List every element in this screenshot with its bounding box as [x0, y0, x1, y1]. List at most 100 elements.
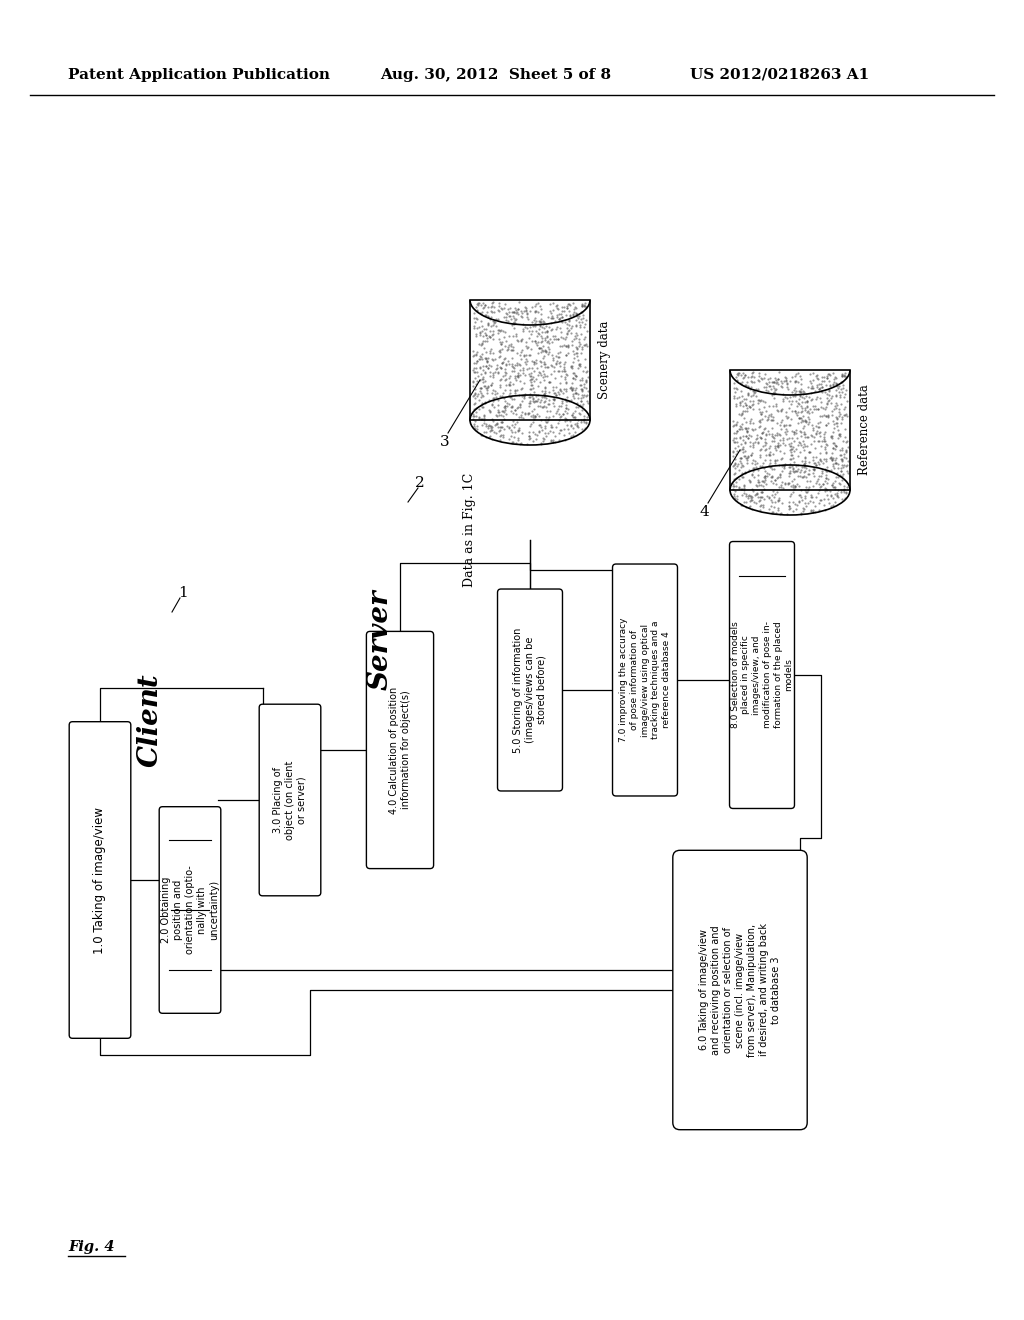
Point [556, 356, 572, 378]
Point [791, 408, 807, 429]
Point [556, 297, 572, 318]
Point [761, 396, 777, 417]
Point [788, 428, 805, 449]
Point [541, 409, 557, 430]
Point [515, 318, 531, 339]
Point [573, 379, 590, 400]
Point [744, 463, 761, 484]
Point [483, 339, 500, 360]
Point [825, 477, 842, 498]
Point [521, 358, 538, 379]
Point [755, 453, 771, 474]
Point [771, 490, 787, 511]
Point [469, 350, 485, 371]
Point [742, 385, 759, 407]
Point [737, 395, 754, 416]
Point [481, 327, 498, 348]
Point [472, 356, 488, 378]
Point [757, 434, 773, 455]
Point [577, 326, 593, 347]
Point [553, 418, 569, 440]
Point [741, 484, 758, 506]
Point [482, 374, 499, 395]
Point [519, 337, 536, 358]
Point [529, 384, 546, 405]
Point [765, 381, 781, 403]
Point [538, 341, 554, 362]
Point [803, 484, 819, 506]
Point [488, 309, 505, 330]
Point [579, 385, 595, 407]
Point [828, 416, 845, 437]
Point [756, 457, 772, 478]
Point [825, 433, 842, 454]
Point [578, 378, 594, 399]
Point [572, 412, 589, 433]
Point [531, 414, 548, 436]
Point [785, 441, 802, 462]
Point [521, 379, 538, 400]
Point [793, 381, 809, 403]
Point [464, 371, 480, 392]
Point [536, 346, 552, 367]
Point [741, 436, 758, 457]
Point [526, 392, 543, 413]
Point [482, 416, 499, 437]
Point [475, 359, 492, 380]
Point [577, 317, 593, 338]
Point [510, 352, 526, 374]
Point [835, 430, 851, 451]
Point [524, 387, 541, 408]
Point [729, 371, 745, 392]
Point [574, 360, 591, 381]
Point [469, 418, 485, 440]
Point [506, 302, 522, 323]
Point [478, 416, 495, 437]
Point [503, 396, 519, 417]
Point [795, 490, 811, 511]
Point [536, 395, 552, 416]
Point [547, 310, 563, 331]
Point [733, 438, 750, 459]
Point [572, 343, 589, 364]
Point [737, 447, 754, 469]
Point [762, 436, 778, 457]
Point [526, 391, 543, 412]
Point [737, 374, 754, 395]
Point [469, 416, 485, 437]
Point [751, 362, 767, 383]
Point [556, 411, 572, 432]
Point [738, 412, 755, 433]
Point [522, 366, 539, 387]
Point [526, 408, 543, 429]
Point [558, 372, 574, 393]
Point [558, 391, 574, 412]
Point [538, 385, 554, 407]
Point [782, 441, 799, 462]
Point [499, 392, 515, 413]
Point [552, 380, 568, 401]
Point [788, 422, 805, 444]
Point [569, 338, 586, 359]
Point [813, 477, 829, 498]
Point [467, 312, 483, 333]
Point [484, 314, 501, 335]
Point [752, 426, 768, 447]
Point [510, 304, 526, 325]
Point [795, 411, 811, 432]
Point [524, 312, 541, 333]
Point [558, 364, 574, 385]
Point [838, 482, 854, 503]
Point [554, 335, 570, 356]
Point [809, 451, 825, 473]
Point [495, 426, 511, 447]
Point [497, 370, 513, 391]
Point [485, 396, 502, 417]
Point [477, 376, 494, 397]
Point [526, 381, 543, 403]
Point [742, 486, 759, 507]
Point [821, 375, 838, 396]
Point [811, 378, 827, 399]
Point [829, 378, 846, 399]
Point [538, 425, 554, 446]
